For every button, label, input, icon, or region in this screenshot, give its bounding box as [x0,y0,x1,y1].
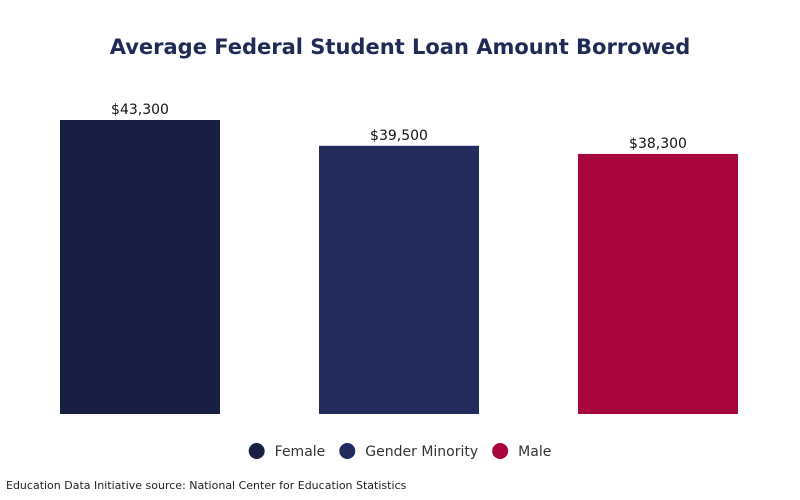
legend-marker [248,443,265,459]
legend-marker [339,443,356,459]
bar [60,120,220,414]
value-label: $38,300 [629,136,687,152]
legend-label: Male [518,444,551,460]
legend-marker [492,443,509,459]
legend: Female Gender Minority Male [248,443,551,460]
chart-title: Average Federal Student Loan Amount Borr… [110,35,691,59]
value-label: $43,300 [111,102,169,118]
legend-label: Female [275,444,326,460]
bar [578,153,738,414]
value-label: $39,500 [370,128,428,144]
source-note: Education Data Initiative source: Nation… [6,479,407,492]
bar [319,145,479,414]
legend-label: Gender Minority [365,444,478,460]
